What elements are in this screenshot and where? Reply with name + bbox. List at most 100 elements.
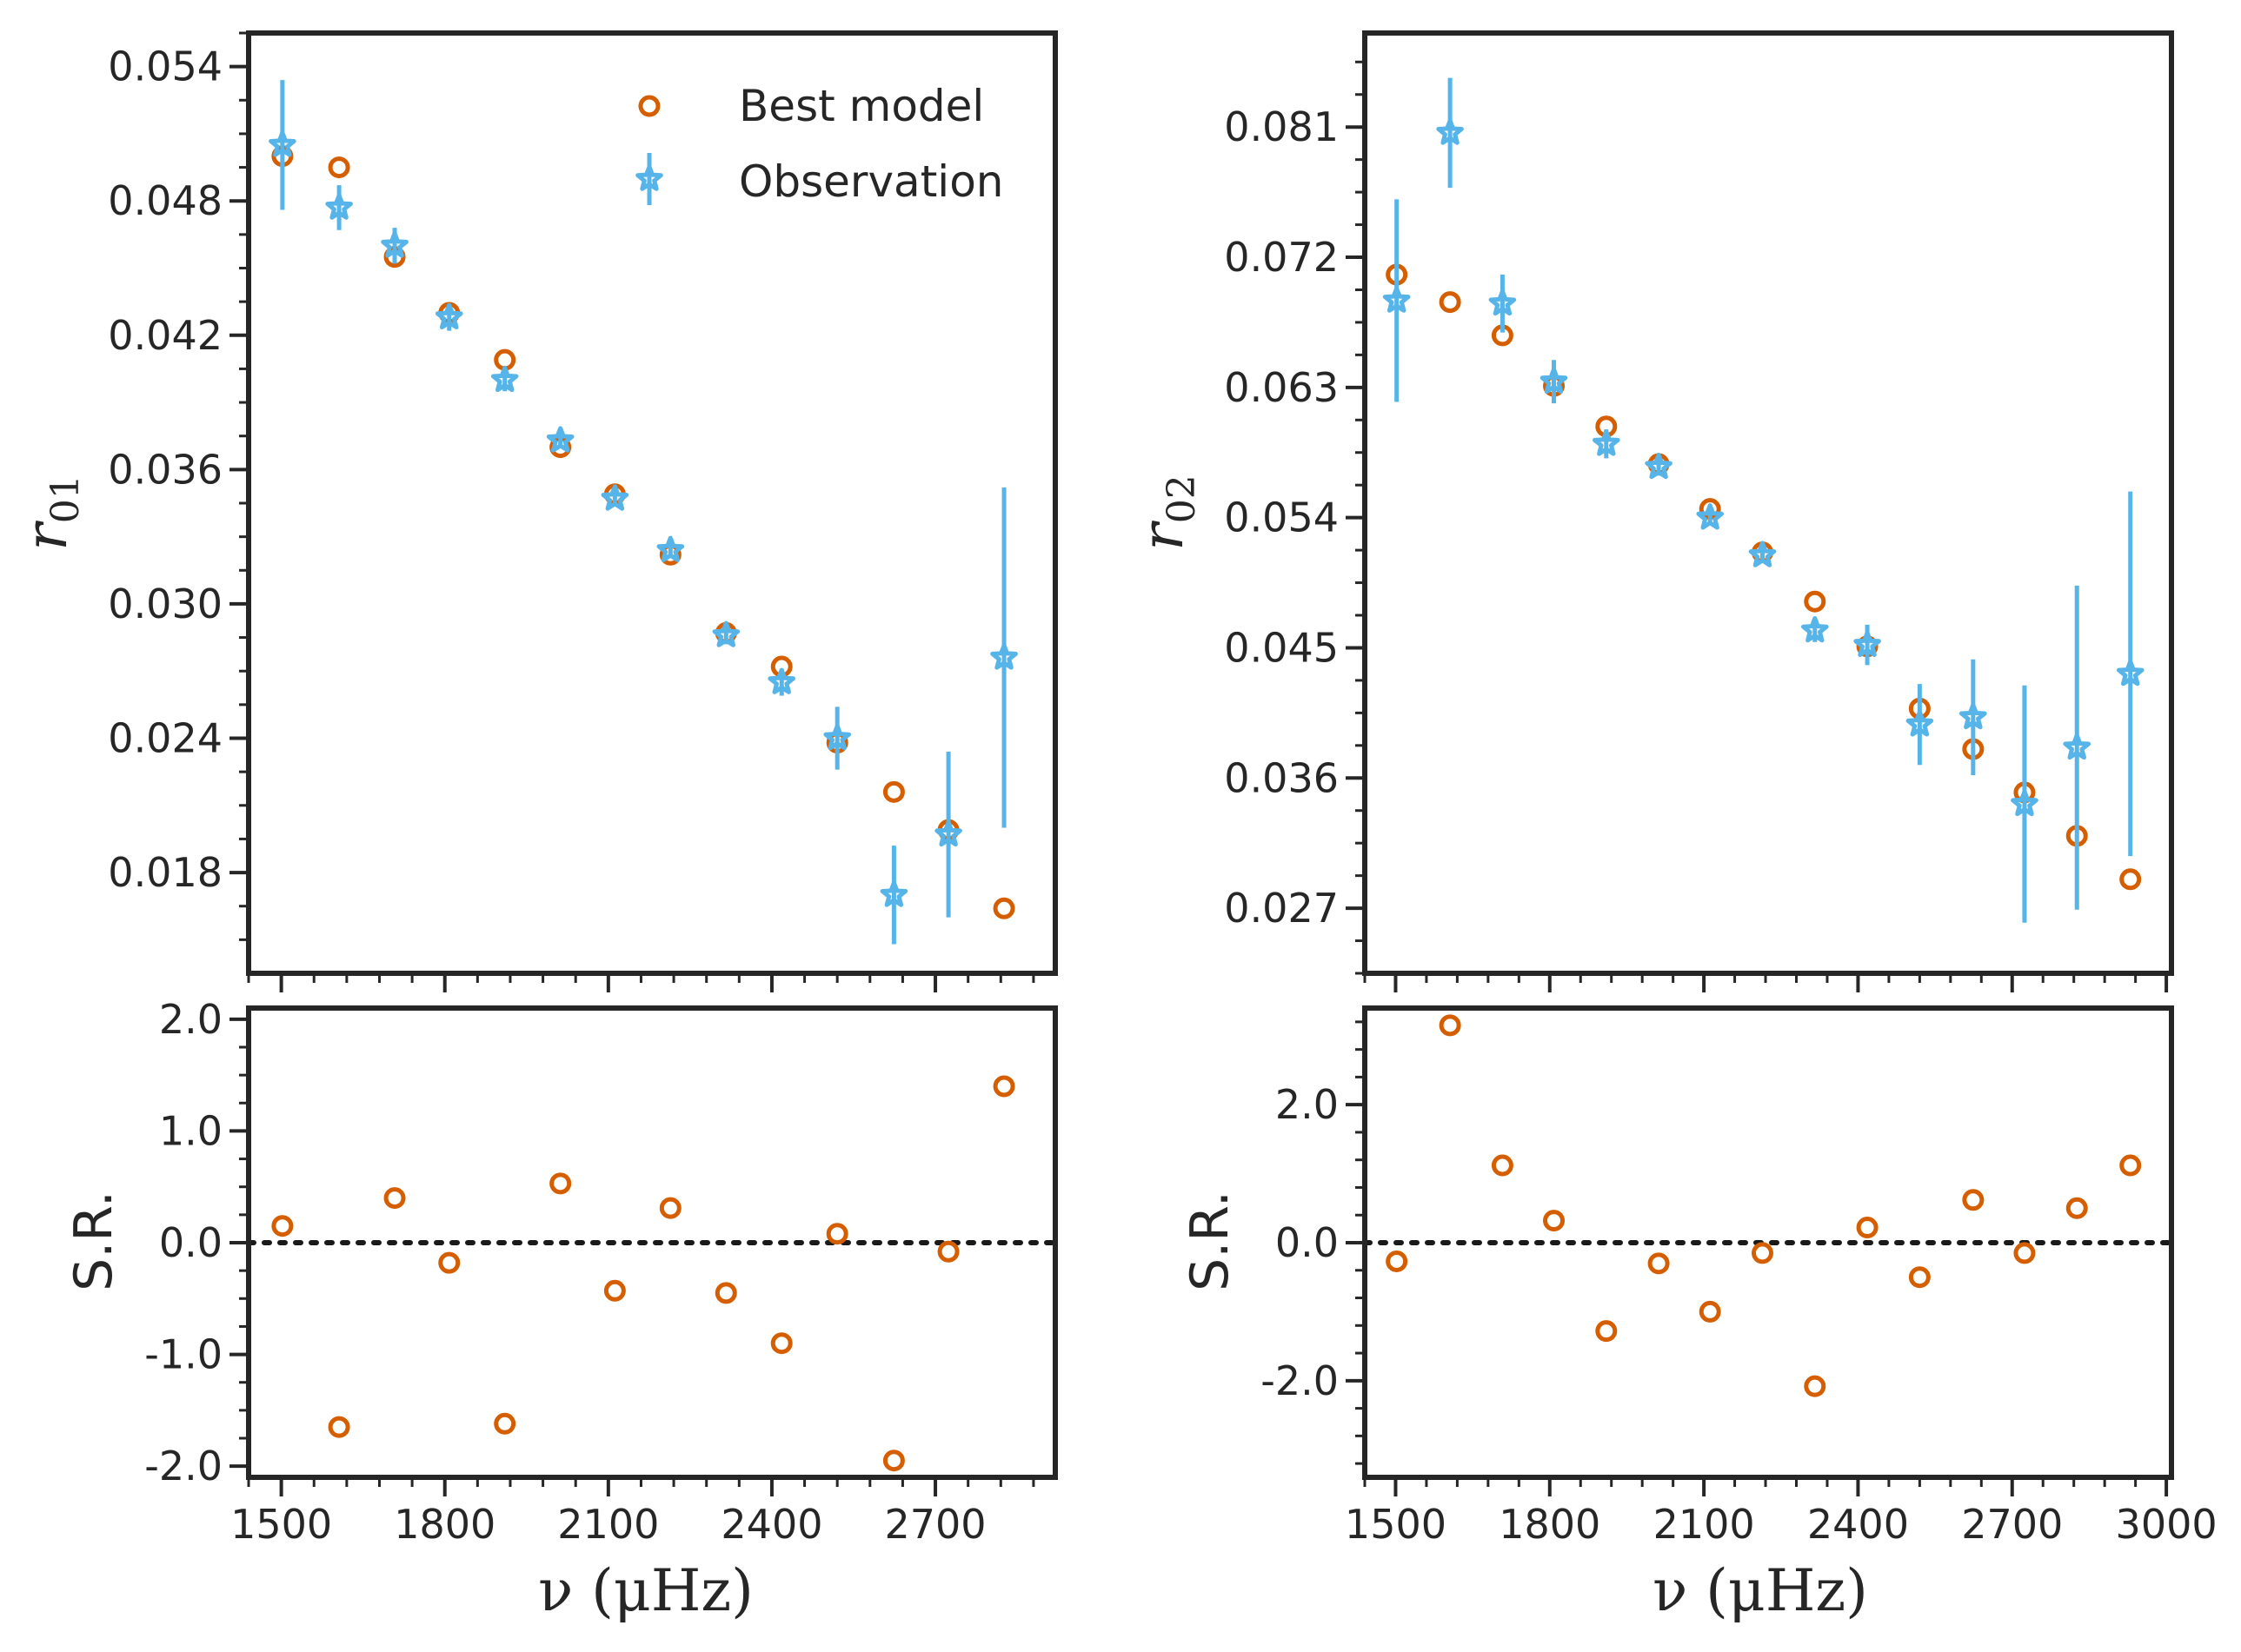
y-tick-label: 0.063 (1224, 364, 1339, 411)
observation-point (990, 643, 1018, 670)
model-point (1908, 1266, 1931, 1289)
observation-point (1748, 541, 1777, 567)
x-tick-label: 3000 (2116, 1501, 2218, 1548)
model-point (1439, 291, 1461, 314)
observation-point (768, 667, 795, 694)
observation-point (2116, 659, 2145, 687)
y-tick-label: 0.036 (1224, 754, 1339, 801)
legend-obs-label: Observation (739, 156, 1003, 207)
sr01-ylabel: S.R. (63, 1191, 124, 1291)
observation-point (381, 231, 409, 258)
model-point (1856, 1217, 1879, 1239)
observation-point (490, 365, 519, 393)
y-tick-label: 0.018 (108, 849, 223, 896)
model-point (1804, 590, 1826, 613)
observation-point (435, 302, 463, 329)
y-tick-label: 0.0 (1275, 1219, 1339, 1266)
sr02-xlabel: ν (μHz) (1652, 1557, 1868, 1624)
x-tick-label: 2100 (1653, 1501, 1755, 1548)
y-tick-label: 0.027 (1224, 885, 1339, 932)
observation-point (1539, 367, 1568, 394)
observation-point (546, 426, 575, 453)
y-tick-label: 2.0 (159, 996, 223, 1043)
observation-point (2063, 733, 2091, 760)
model-point (882, 1450, 905, 1472)
x-tick-label: 2400 (1807, 1501, 1909, 1548)
r02-ylabel: r02 (1129, 474, 1204, 551)
sr02-ylabel: S.R. (1180, 1191, 1240, 1291)
observation-point (934, 819, 962, 847)
y-tick-label: 1.0 (159, 1107, 223, 1154)
observation-point (1801, 616, 1829, 643)
observation-point (1853, 630, 1881, 657)
model-point (1386, 1250, 1408, 1272)
model-point (1543, 1210, 1566, 1232)
y-tick-label: 0.030 (108, 581, 223, 627)
y-tick-label: -2.0 (144, 1443, 223, 1489)
y-tick-label: -2.0 (1260, 1357, 1339, 1404)
r02-panel: 0.027 0.036 0.045 0.054 0.063 0.072 0.081 (1224, 30, 2174, 992)
model-point (1751, 1242, 1773, 1264)
model-point (328, 156, 350, 179)
observation-point (712, 620, 741, 647)
sr01-xlabel: ν (μHz) (538, 1557, 754, 1624)
y-tick-label: 0.036 (108, 446, 223, 493)
observation-point (2011, 789, 2038, 817)
y-tick-label: 0.045 (1224, 624, 1339, 671)
observation-point (880, 880, 908, 907)
model-point (1699, 1300, 1721, 1323)
model-point (549, 1172, 572, 1195)
observation-point (656, 535, 685, 562)
model-point (494, 1412, 516, 1435)
x-tick-label: 1500 (1345, 1501, 1446, 1548)
x-tick-label: 1800 (1499, 1501, 1600, 1548)
model-point (328, 1416, 350, 1438)
observation-point (1436, 118, 1464, 145)
observation-point (1593, 429, 1620, 456)
r01-panel: 0.018 0.024 0.030 0.036 0.042 0.048 0.054 (108, 30, 1058, 992)
model-point (937, 1240, 960, 1263)
x-tick-label: 1800 (394, 1501, 495, 1548)
plot-frame (1362, 1005, 2174, 1480)
model-point (271, 1215, 294, 1237)
y-tick-label: 0.048 (108, 177, 223, 224)
y-tick-label: -1.0 (144, 1331, 223, 1378)
y-tick-label: 0.081 (1224, 103, 1339, 150)
model-point (1804, 1375, 1826, 1397)
model-point (2065, 1197, 2088, 1219)
observation-point (269, 130, 296, 157)
model-point (993, 1075, 1015, 1098)
y-tick-label: 2.0 (1275, 1081, 1339, 1128)
model-point (438, 1251, 461, 1274)
observation-point (1905, 710, 1934, 737)
model-point (603, 1279, 626, 1302)
y-tick-label: 0.024 (108, 715, 223, 762)
model-point (1439, 1014, 1461, 1037)
observation-point (1959, 702, 1987, 730)
model-point (2119, 868, 2142, 891)
model-point (1647, 1252, 1670, 1275)
y-tick-label: 0.0 (159, 1219, 223, 1266)
model-point (1491, 1154, 1513, 1177)
model-point (1962, 1189, 1985, 1211)
model-point (993, 897, 1015, 919)
sr01-panel: -2.0 -1.0 0.0 1.0 2.0 1500 1800 2100 2400 2700 (144, 996, 1058, 1548)
observation-point (1488, 289, 1517, 316)
legend-model-marker (638, 95, 661, 117)
sr02-panel: -2.0 0.0 2.0 1500 1800 2100 2400 2700 3000 (1260, 1005, 2218, 1548)
model-point (826, 1223, 848, 1245)
model-point (882, 780, 905, 803)
observation-point (1696, 503, 1724, 530)
model-point (770, 1332, 793, 1355)
model-point (2119, 1154, 2142, 1177)
observation-point (1382, 286, 1411, 313)
observation-point (823, 724, 851, 751)
model-point (383, 1187, 406, 1210)
x-tick-label: 2400 (721, 1501, 822, 1548)
model-point (715, 1282, 737, 1304)
plot-frame (246, 30, 1058, 976)
plot-frame (1362, 30, 2174, 976)
observation-point (1645, 452, 1672, 480)
y-tick-label: 0.042 (108, 312, 223, 359)
